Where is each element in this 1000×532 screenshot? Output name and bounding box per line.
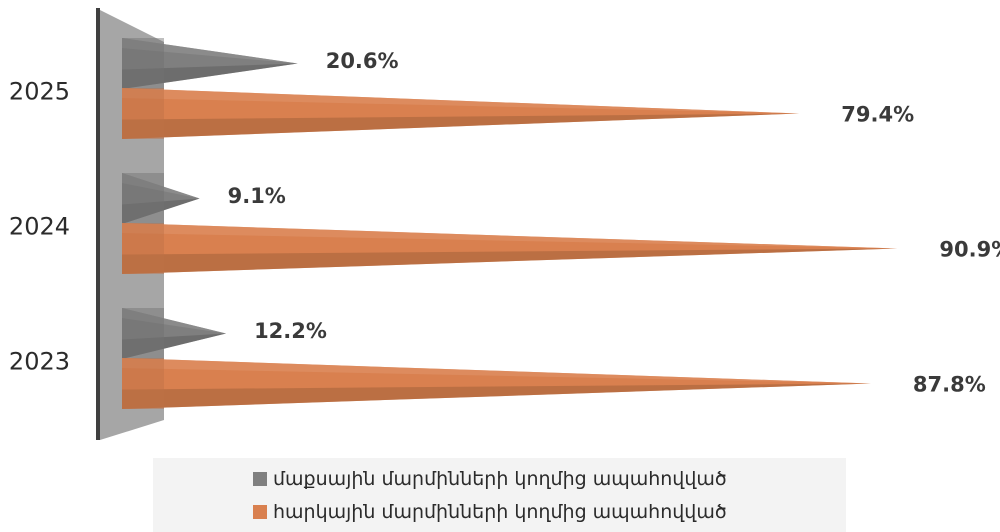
bar-shade-customs-2025: [122, 63, 298, 89]
bar-shade-tax-2025: [122, 113, 800, 139]
bar-base-customs-2024: [122, 173, 164, 224]
bar-highlight-tax-2023: [122, 358, 871, 384]
data-label-customs-2024: 9.1%: [228, 184, 286, 208]
bar-highlight-tax-2025: [122, 88, 800, 114]
y-tick-label-2023: 2023: [9, 347, 70, 375]
bar-highlight-customs-2023: [122, 308, 227, 334]
bar-base-tax-2025: [122, 88, 164, 139]
bar-shade-customs-2024: [122, 198, 200, 224]
legend-item-customs: մաքսային մարմինների կողմից ապահովված: [253, 462, 846, 495]
bar-highlight-tax-2024: [122, 223, 898, 249]
legend-label-customs: մաքսային մարմինների կողմից ապահովված: [273, 467, 727, 490]
chart-plot: 2025 20.6% 79.4% 2024 9.1% 90.9% 2023 12.2% 87.8…: [9, 8, 1000, 440]
bar-base-customs-2025: [122, 38, 164, 89]
legend-swatch-customs: [253, 471, 267, 486]
chart-legend: մաքսային մարմինների կողմից ապահովված հար…: [153, 458, 846, 532]
legend-label-tax: հարկային մարմինների կողմից ապահովված: [273, 500, 727, 523]
data-label-tax-2023: 87.8%: [913, 373, 986, 397]
legend-swatch-tax: [253, 504, 267, 519]
data-label-customs-2023: 12.2%: [254, 319, 327, 343]
bar-highlight-customs-2025: [122, 38, 298, 64]
bar-highlight-customs-2024: [122, 173, 200, 199]
y-tick-label-2025: 2025: [9, 77, 70, 105]
data-label-tax-2024: 90.9%: [939, 238, 1000, 262]
bar-shade-tax-2024: [122, 248, 898, 274]
bar-base-customs-2023: [122, 308, 164, 359]
y-tick-label-2024: 2024: [9, 212, 70, 240]
bar-base-tax-2023: [122, 358, 164, 409]
data-label-tax-2025: 79.4%: [841, 103, 914, 127]
bar-shade-tax-2023: [122, 383, 871, 409]
data-label-customs-2025: 20.6%: [326, 49, 399, 73]
bar-base-tax-2024: [122, 223, 164, 274]
legend-item-tax: հարկային մարմինների կողմից ապահովված: [253, 495, 846, 528]
bar-shade-customs-2023: [122, 333, 227, 359]
